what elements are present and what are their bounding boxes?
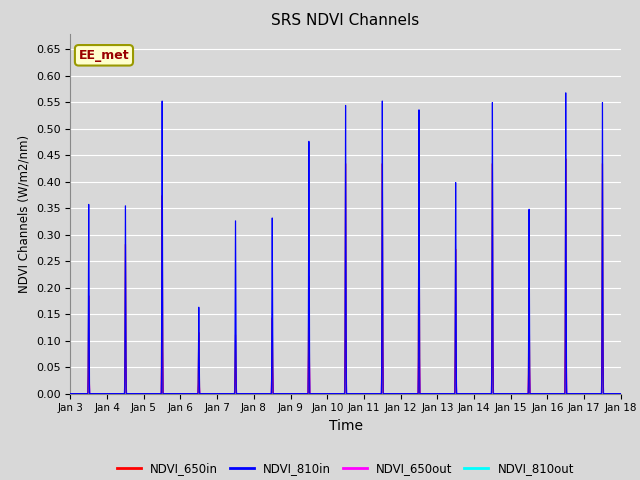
Y-axis label: NDVI Channels (W/m2/nm): NDVI Channels (W/m2/nm) xyxy=(17,134,30,293)
Text: EE_met: EE_met xyxy=(79,49,129,62)
Title: SRS NDVI Channels: SRS NDVI Channels xyxy=(271,13,420,28)
Legend: NDVI_650in, NDVI_810in, NDVI_650out, NDVI_810out: NDVI_650in, NDVI_810in, NDVI_650out, NDV… xyxy=(113,457,579,480)
X-axis label: Time: Time xyxy=(328,419,363,433)
